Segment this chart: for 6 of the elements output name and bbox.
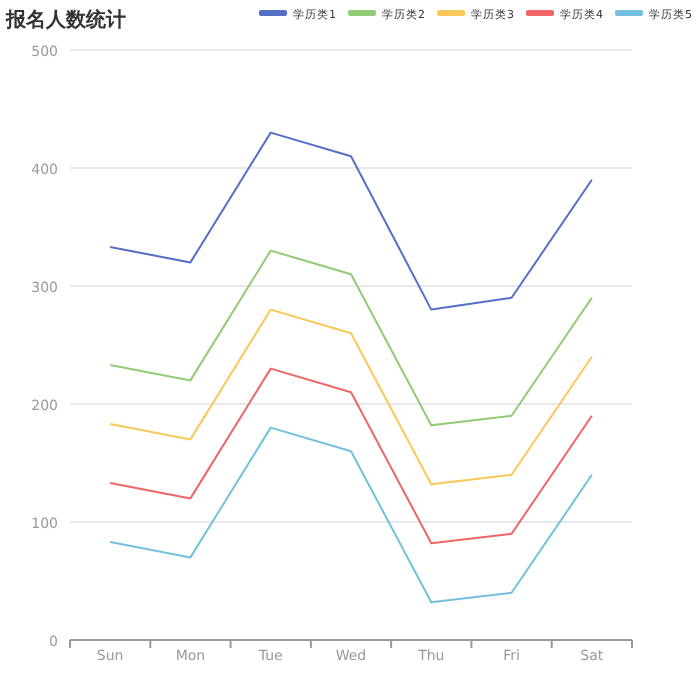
line-series (109, 308, 593, 486)
line-series (109, 249, 593, 427)
line-series (109, 367, 593, 545)
line-series (109, 131, 593, 311)
line-series (109, 426, 593, 604)
chart-title: 报名人数统计 (4, 8, 126, 32)
